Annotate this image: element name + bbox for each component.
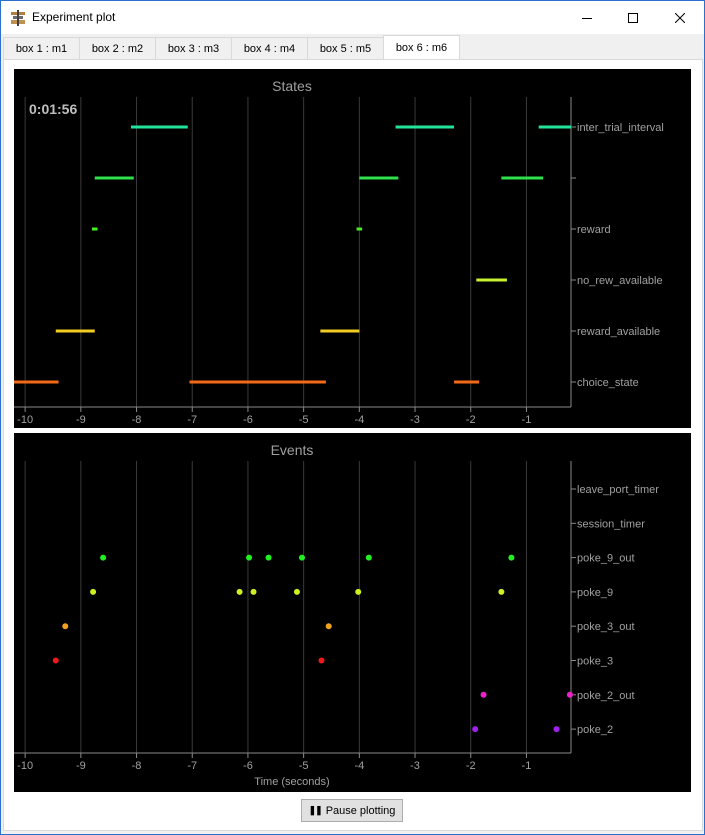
minimize-button[interactable] [564,1,610,34]
minimize-icon [582,17,592,19]
event-dot [293,588,300,595]
x-tick-label: -4 [354,760,364,772]
x-tick-label: -2 [466,760,476,772]
x-tick-label: -1 [522,414,532,426]
x-tick-label: -6 [243,760,253,772]
x-tick-label: -1 [522,760,532,772]
y-tick-label: poke_3 [577,656,613,668]
event-dot [498,588,505,595]
event-dot [365,554,372,561]
tab-box-5[interactable]: box 5 : m5 [307,37,384,59]
y-tick-label: inter_trial_interval [577,122,664,134]
event-dot [90,588,97,595]
x-tick-label: -5 [299,414,309,426]
y-tick-label: no_rew_available [577,275,663,287]
x-tick-label: -4 [354,414,364,426]
event-dot [52,657,59,664]
event-dot [250,588,257,595]
tab-box-2[interactable]: box 2 : m2 [79,37,156,59]
tab-box-1[interactable]: box 1 : m1 [3,37,80,59]
x-tick-label: -9 [76,414,86,426]
y-tick-label: poke_9_out [577,553,635,565]
pause-icon: ❚❚ [308,805,323,815]
event-dot [62,623,69,630]
plot-title: States [272,78,312,94]
events-chart: Events -10 -9 -8 -7 -6 -5 -4 -3 -2 -1 leave_port_ti… [14,442,659,788]
session-timer: 0:01:56 [29,101,77,117]
event-dot [472,726,479,733]
y-tick-label: poke_2_out [577,690,635,702]
window-title: Experiment plot [32,10,116,24]
x-tick-label: -10 [17,760,33,772]
tab-box-3[interactable]: box 3 : m3 [155,37,232,59]
tab-box-4[interactable]: box 4 : m4 [231,37,308,59]
event-dot [566,691,573,698]
states-plot: States -10 -9 -8 -7 -6 -5 -4 -3 -2 -1 inter_trial_i… [14,69,691,428]
event-dot [246,554,253,561]
event-dot [325,623,332,630]
maximize-icon [628,12,638,23]
event-dot [355,588,362,595]
event-dot [265,554,272,561]
y-tick-label: leave_port_timer [577,484,659,496]
y-tick-label: reward_available [577,326,660,338]
tab-box-6[interactable]: box 6 : m6 [383,35,460,60]
event-dot [318,657,325,664]
states-chart: States -10 -9 -8 -7 -6 -5 -4 -3 -2 -1 inter_trial_i… [14,78,664,426]
x-tick-label: -10 [17,414,33,426]
pause-plotting-button[interactable]: ❚❚ Pause plotting [301,799,403,822]
event-dot [480,691,487,698]
title-bar: Experiment plot [1,1,704,34]
x-tick-label: -9 [76,760,86,772]
x-tick-label: -2 [466,414,476,426]
x-axis-label: Time (seconds) [254,776,329,788]
app-icon [11,10,25,26]
y-tick-label: poke_3_out [577,621,635,633]
x-tick-label: -3 [410,760,420,772]
pause-plotting-label: Pause plotting [325,804,396,817]
maximize-button[interactable] [610,1,656,34]
y-tick-label: reward [577,224,611,236]
event-dot [298,554,305,561]
y-tick-label: poke_9 [577,587,613,599]
x-tick-label: -8 [132,414,142,426]
x-tick-label: -8 [132,760,142,772]
y-tick-label: choice_state [577,377,639,389]
x-tick-label: -7 [187,414,197,426]
box-tabs: box 1 : m1 box 2 : m2 box 3 : m3 box 4 :… [3,35,703,60]
event-dot [236,588,243,595]
y-tick-label: poke_2 [577,724,613,736]
plot-title: Events [271,442,314,458]
events-plot: Events -10 -9 -8 -7 -6 -5 -4 -3 -2 -1 leave_port_ti… [14,433,691,792]
event-dot [553,726,560,733]
x-tick-label: -6 [243,414,253,426]
x-tick-label: -3 [410,414,420,426]
close-button[interactable] [657,1,703,34]
close-icon [675,12,685,23]
y-tick-label: session_timer [577,518,645,530]
event-dot [508,554,515,561]
event-dot [100,554,107,561]
x-tick-label: -5 [299,760,309,772]
x-tick-label: -7 [187,760,197,772]
